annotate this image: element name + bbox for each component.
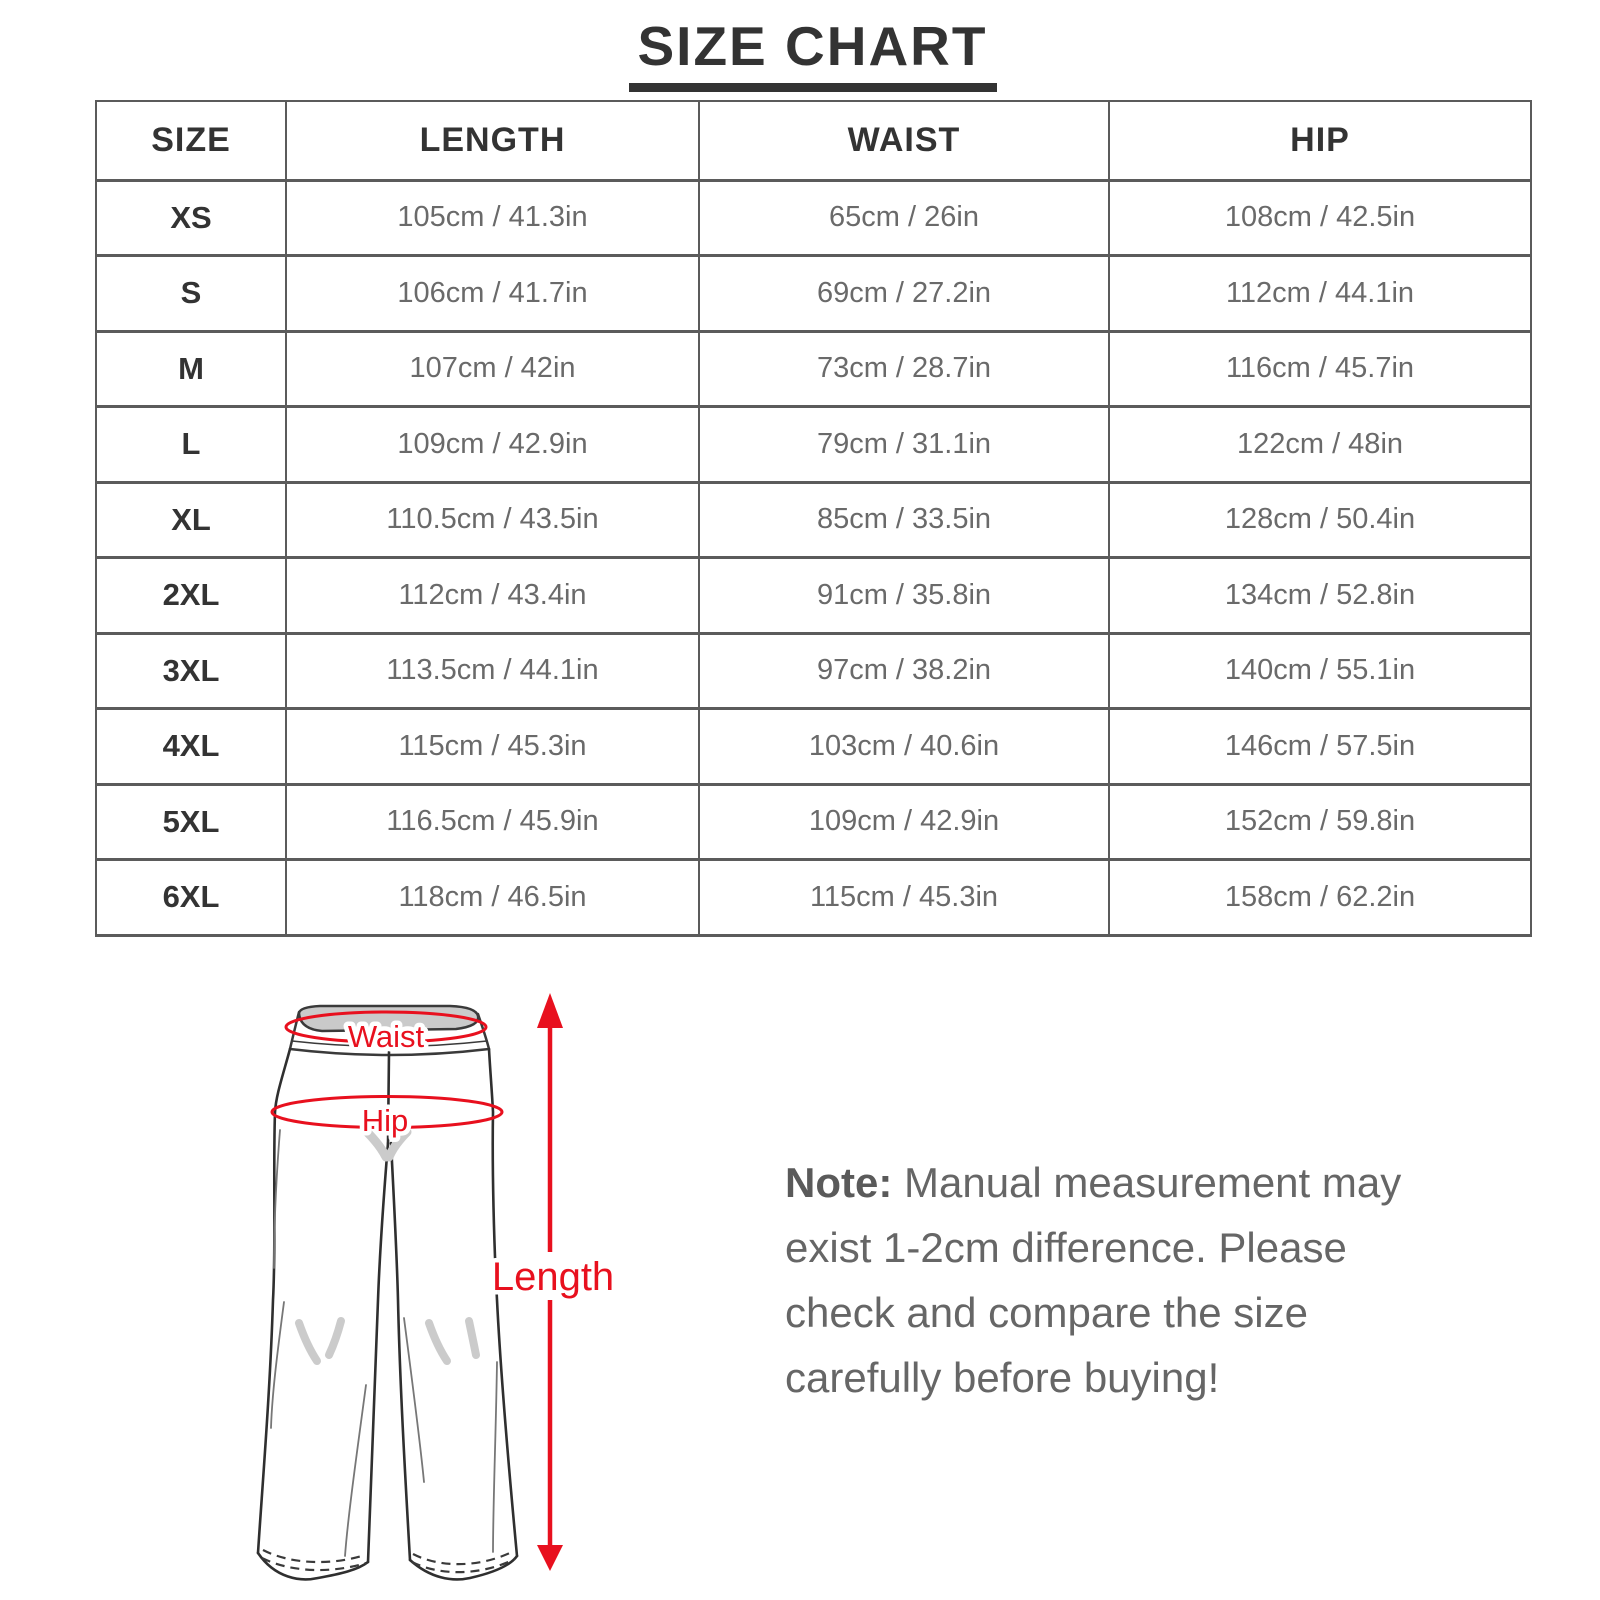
length-arrowhead-down xyxy=(537,1545,563,1571)
size-cell: 5XL xyxy=(95,783,287,861)
value-cell: 152cm / 59.8in xyxy=(1108,783,1532,861)
value-cell: 116.5cm / 45.9in xyxy=(285,783,700,861)
value-cell: 112cm / 43.4in xyxy=(285,556,700,635)
header-row: SIZE LENGTH WAIST HIP xyxy=(95,100,1532,182)
table-row: 2XL 112cm / 43.4in 91cm / 35.8in 134cm / 52… xyxy=(95,556,1532,635)
value-cell: 128cm / 50.4in xyxy=(1108,481,1532,559)
table-row: 3XL 113.5cm / 44.1in 97cm / 38.2in 140cm / … xyxy=(95,632,1532,710)
size-cell: M xyxy=(95,330,287,408)
note-line-1: Note: Manual measurement may xyxy=(785,1150,1445,1215)
hip-label: Hip xyxy=(362,1103,409,1138)
value-cell: 103cm / 40.6in xyxy=(698,707,1110,786)
size-cell: 2XL xyxy=(95,556,287,635)
value-cell: 106cm / 41.7in xyxy=(285,254,700,333)
header-waist: WAIST xyxy=(698,100,1110,182)
header-hip: HIP xyxy=(1108,100,1532,182)
size-cell: 3XL xyxy=(95,632,287,710)
table-header: SIZE LENGTH WAIST HIP xyxy=(95,100,1532,182)
value-cell: 65cm / 26in xyxy=(698,179,1110,257)
size-table-body: XS 105cm / 41.3in 65cm / 26in 108cm / 42.5i… xyxy=(95,179,1532,937)
pants-measurement-diagram: Waist Hip Length xyxy=(256,993,619,1581)
table-row: M 107cm / 42in 73cm / 28.7in 116cm / 45.7in xyxy=(95,330,1532,408)
size-cell: S xyxy=(95,254,287,333)
value-cell: 107cm / 42in xyxy=(285,330,700,408)
measurement-overlays: Waist Hip Length xyxy=(270,993,619,1571)
value-cell: 115cm / 45.3in xyxy=(698,858,1110,937)
value-cell: 108cm / 42.5in xyxy=(1108,179,1532,257)
table-row: 4XL 115cm / 45.3in 103cm / 40.6in 146cm / 5… xyxy=(95,707,1532,786)
pants-outline xyxy=(256,1047,519,1581)
note-line-1-text: Manual measurement may xyxy=(904,1159,1402,1206)
size-cell: XL xyxy=(95,481,287,559)
value-cell: 116cm / 45.7in xyxy=(1108,330,1532,408)
size-cell: L xyxy=(95,405,287,484)
value-cell: 115cm / 45.3in xyxy=(285,707,700,786)
waist-ellipse xyxy=(284,1010,488,1044)
page-title: SIZE CHART xyxy=(637,15,988,77)
table-row: S 106cm / 41.7in 69cm / 27.2in 112cm / 44.1… xyxy=(95,254,1532,333)
length-label: Length xyxy=(492,1255,614,1299)
note-text: Note: Manual measurement may exist 1-2cm… xyxy=(785,1150,1445,1410)
value-cell: 73cm / 28.7in xyxy=(698,330,1110,408)
header-length: LENGTH xyxy=(285,100,700,182)
size-cell: 6XL xyxy=(95,858,287,937)
length-arrowhead-up xyxy=(537,993,563,1028)
table-row: 6XL 118cm / 46.5in 115cm / 45.3in 158cm / 6… xyxy=(95,858,1532,937)
table-row: L 109cm / 42.9in 79cm / 31.1in 122cm / 48in xyxy=(95,405,1532,484)
value-cell: 122cm / 48in xyxy=(1108,405,1532,484)
value-cell: 134cm / 52.8in xyxy=(1108,556,1532,635)
value-cell: 85cm / 33.5in xyxy=(698,481,1110,559)
value-cell: 109cm / 42.9in xyxy=(285,405,700,484)
value-cell: 91cm / 35.8in xyxy=(698,556,1110,635)
value-cell: 113.5cm / 44.1in xyxy=(285,632,700,710)
hem-stitching xyxy=(261,1549,516,1574)
value-cell: 140cm / 55.1in xyxy=(1108,632,1532,710)
value-cell: 110.5cm / 43.5in xyxy=(285,481,700,559)
size-chart-table: SIZE LENGTH WAIST HIP XS 105cm / 41.3in 65… xyxy=(95,100,1532,937)
fabric-shading-marks xyxy=(295,1127,480,1365)
size-cell: XS xyxy=(95,179,287,257)
crease-lines xyxy=(270,1129,498,1557)
value-cell: 105cm / 41.3in xyxy=(285,179,700,257)
hip-ellipse xyxy=(270,1095,504,1129)
table-row: 5XL 116.5cm / 45.9in 109cm / 42.9in 152cm /… xyxy=(95,783,1532,861)
note-label: Note: xyxy=(785,1159,893,1206)
value-cell: 118cm / 46.5in xyxy=(285,858,700,937)
waist-label: Waist xyxy=(348,1019,425,1054)
value-cell: 146cm / 57.5in xyxy=(1108,707,1532,786)
note-line-3: check and compare the size xyxy=(785,1289,1308,1336)
size-cell: 4XL xyxy=(95,707,287,786)
note-line-4: carefully before buying! xyxy=(785,1354,1220,1401)
value-cell: 112cm / 44.1in xyxy=(1108,254,1532,333)
value-cell: 158cm / 62.2in xyxy=(1108,858,1532,937)
value-cell: 97cm / 38.2in xyxy=(698,632,1110,710)
value-cell: 79cm / 31.1in xyxy=(698,405,1110,484)
table-row: XL 110.5cm / 43.5in 85cm / 33.5in 128cm / 5… xyxy=(95,481,1532,559)
note-line-2: exist 1-2cm difference. Please xyxy=(785,1224,1347,1271)
value-cell: 69cm / 27.2in xyxy=(698,254,1110,333)
title-underline xyxy=(628,82,997,92)
page-header: SIZE CHART xyxy=(95,16,1530,92)
value-cell: 109cm / 42.9in xyxy=(698,783,1110,861)
header-size: SIZE xyxy=(95,100,287,182)
table-row: XS 105cm / 41.3in 65cm / 26in 108cm / 42.5i… xyxy=(95,179,1532,257)
